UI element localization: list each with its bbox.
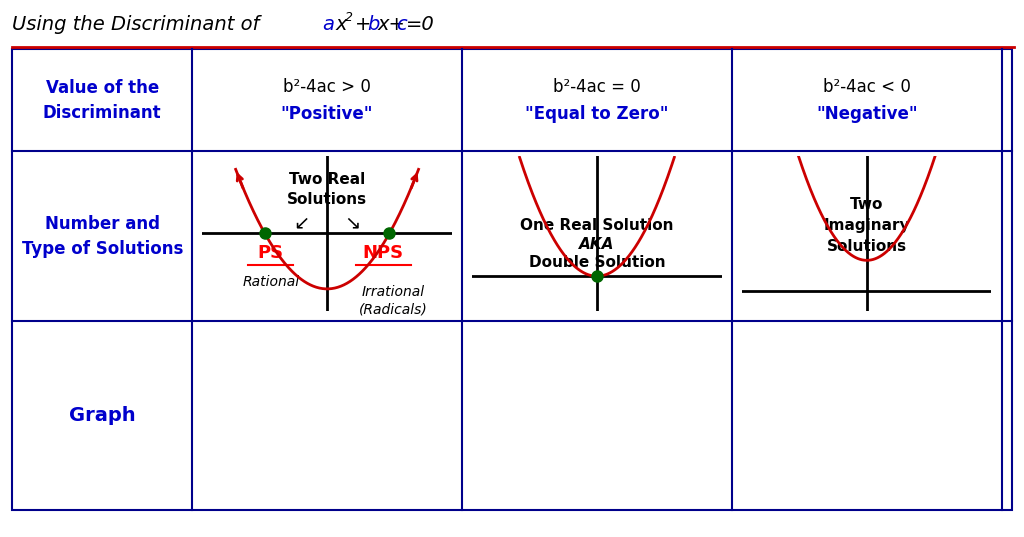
Text: "Equal to Zero": "Equal to Zero" xyxy=(525,105,669,122)
Text: NPS: NPS xyxy=(362,244,404,262)
Text: Graph: Graph xyxy=(69,406,135,425)
Text: x: x xyxy=(336,14,347,34)
Text: a: a xyxy=(323,14,335,34)
Text: =0: =0 xyxy=(406,14,434,34)
Text: b: b xyxy=(368,14,380,34)
Text: b²-4ac = 0: b²-4ac = 0 xyxy=(553,78,641,96)
Text: 2: 2 xyxy=(345,11,353,24)
Text: Double Solution: Double Solution xyxy=(528,256,666,270)
Text: Value of the
Discriminant: Value of the Discriminant xyxy=(43,78,162,121)
Text: One Real Solution: One Real Solution xyxy=(520,218,674,233)
Text: "Positive": "Positive" xyxy=(281,105,374,122)
Bar xyxy=(12,49,1012,510)
Text: ↘: ↘ xyxy=(344,214,360,233)
Text: b²-4ac > 0: b²-4ac > 0 xyxy=(284,78,371,96)
Text: b²-4ac < 0: b²-4ac < 0 xyxy=(823,78,910,96)
Text: Irrational
(Radicals): Irrational (Radicals) xyxy=(359,285,428,316)
Text: PS: PS xyxy=(258,244,284,262)
Text: +: + xyxy=(355,14,372,34)
Text: Number and
Type of Solutions: Number and Type of Solutions xyxy=(22,214,183,258)
Text: ↙: ↙ xyxy=(293,214,309,233)
Text: Rational: Rational xyxy=(243,275,299,289)
Text: Two Real
Solutions: Two Real Solutions xyxy=(287,172,368,207)
Text: x+: x+ xyxy=(378,14,406,34)
Text: "Negative": "Negative" xyxy=(816,105,918,122)
Text: c: c xyxy=(396,14,407,34)
Text: AKA: AKA xyxy=(580,237,614,251)
Text: Using the Discriminant of: Using the Discriminant of xyxy=(12,14,266,34)
Text: Two
Imaginary
Solutions: Two Imaginary Solutions xyxy=(823,197,910,254)
